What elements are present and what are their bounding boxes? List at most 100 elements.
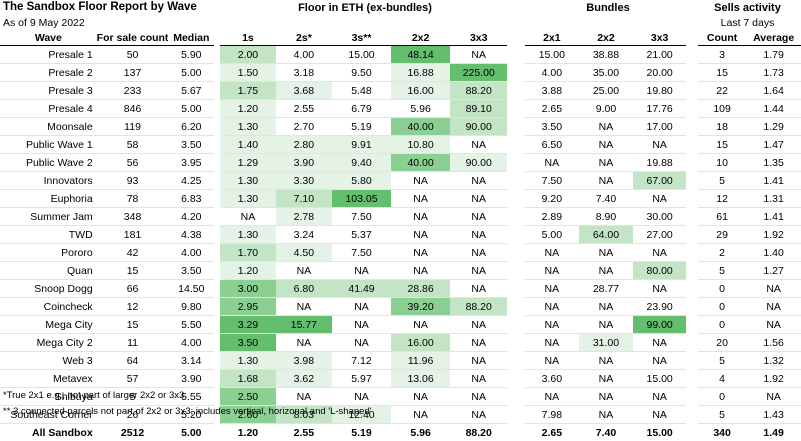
column-gap	[686, 208, 698, 226]
cell-for-sale-count: 119	[97, 118, 169, 136]
column-gap	[507, 244, 524, 262]
cell-floor-3s: 6.79	[332, 100, 391, 118]
cell-bundle-2x1: 7.50	[525, 172, 579, 190]
column-gap	[686, 388, 698, 406]
cell-for-sale-count: 181	[97, 226, 169, 244]
column-header-floor-2s: 2s*	[276, 30, 332, 46]
cell-floor-3s: 5.48	[332, 82, 391, 100]
cell-floor-3x3: NA	[450, 208, 507, 226]
cell-for-sale-count: 56	[97, 154, 169, 172]
report-date: As of 9 May 2022	[3, 17, 85, 29]
cell-bundle-2x1: 3.60	[525, 370, 579, 388]
cell-floor-2x2: NA	[391, 262, 450, 280]
cell-bundle-2x2: 7.40	[579, 190, 633, 208]
cell-bundle-2x1: NA	[525, 298, 579, 316]
column-gap	[686, 100, 698, 118]
cell-floor-2x2: 16.88	[391, 64, 450, 82]
cell-floor-3x3: 90.00	[450, 154, 507, 172]
column-gap	[686, 64, 698, 82]
cell-wave: Moonsale	[0, 118, 97, 136]
column-gap	[686, 352, 698, 370]
column-header-wave: Wave	[0, 30, 97, 46]
cell-bundle-2x1: 2.89	[525, 208, 579, 226]
cell-sells-average: 1.47	[746, 136, 801, 154]
cell-wave: Snoop Dogg	[0, 280, 97, 298]
column-gap	[507, 370, 524, 388]
cell-floor-2s: 3.24	[276, 226, 332, 244]
column-gap	[507, 190, 524, 208]
cell-for-sale-count: 64	[97, 352, 169, 370]
cell-wave: Mega City	[0, 316, 97, 334]
cell-floor-3x3: NA	[450, 280, 507, 298]
cell-median: 6.20	[168, 118, 214, 136]
cell-bundle-2x1: NA	[525, 334, 579, 352]
cell-floor-2x2: 10.80	[391, 136, 450, 154]
cell-wave: Summer Jam	[0, 208, 97, 226]
cell-floor-2x2: 5.96	[391, 424, 450, 441]
cell-floor-3s: 9.91	[332, 136, 391, 154]
cell-sells-average: 1.49	[746, 424, 801, 441]
cell-sells-count: 5	[698, 352, 746, 370]
cell-median: 4.38	[168, 226, 214, 244]
cell-median: 3.50	[168, 136, 214, 154]
cell-floor-2x2: 16.00	[391, 82, 450, 100]
column-gap	[507, 424, 524, 441]
cell-sells-average: 1.44	[746, 100, 801, 118]
column-gap	[507, 118, 524, 136]
cell-bundle-2x2: 38.88	[579, 46, 633, 64]
cell-sells-count: 0	[698, 298, 746, 316]
cell-floor-1s: 3.00	[220, 280, 276, 298]
column-gap	[686, 298, 698, 316]
cell-floor-2s: 7.10	[276, 190, 332, 208]
cell-floor-2x2: NA	[391, 226, 450, 244]
cell-bundle-2x2: NA	[579, 244, 633, 262]
column-gap	[507, 136, 524, 154]
cell-sells-count: 15	[698, 136, 746, 154]
cell-floor-3x3: NA	[450, 172, 507, 190]
cell-floor-3x3: 88.20	[450, 298, 507, 316]
cell-floor-2s: 3.18	[276, 64, 332, 82]
cell-floor-3s: 5.37	[332, 226, 391, 244]
cell-sells-count: 20	[698, 334, 746, 352]
cell-bundle-3x3: 30.00	[633, 208, 686, 226]
column-header-floor-2x2: 2x2	[391, 30, 450, 46]
column-gap	[507, 226, 524, 244]
column-gap	[507, 64, 524, 82]
cell-sells-average: 1.92	[746, 370, 801, 388]
cell-wave: Innovators	[0, 172, 97, 190]
cell-floor-2x2: 40.00	[391, 118, 450, 136]
cell-median: 5.00	[168, 64, 214, 82]
cell-floor-1s: 1.75	[220, 82, 276, 100]
cell-median: 4.25	[168, 172, 214, 190]
cell-sells-count: 10	[698, 154, 746, 172]
cell-floor-3s: 5.97	[332, 370, 391, 388]
cell-wave: All Sandbox	[0, 424, 97, 441]
cell-floor-2x2: 16.00	[391, 334, 450, 352]
cell-sells-average: 1.41	[746, 208, 801, 226]
cell-floor-1s: 1.29	[220, 154, 276, 172]
cell-wave: Quan	[0, 262, 97, 280]
cell-floor-3x3: NA	[450, 370, 507, 388]
cell-bundle-3x3: 23.90	[633, 298, 686, 316]
floor-group-header: Floor in ETH (ex-bundles)	[210, 2, 520, 14]
cell-floor-3x3: 225.00	[450, 64, 507, 82]
cell-floor-3s: 41.49	[332, 280, 391, 298]
cell-bundle-2x1: 2.65	[525, 100, 579, 118]
column-gap	[507, 172, 524, 190]
cell-bundle-2x2: NA	[579, 298, 633, 316]
cell-median: 3.50	[168, 262, 214, 280]
column-header-floor-3x3: 3x3	[450, 30, 507, 46]
cell-floor-3s: NA	[332, 334, 391, 352]
cell-bundle-2x2: 8.90	[579, 208, 633, 226]
cell-sells-count: 4	[698, 370, 746, 388]
cell-floor-2s: 3.30	[276, 172, 332, 190]
cell-floor-2s: 15.77	[276, 316, 332, 334]
